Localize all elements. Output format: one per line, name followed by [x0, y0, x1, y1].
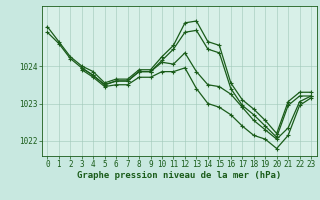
- X-axis label: Graphe pression niveau de la mer (hPa): Graphe pression niveau de la mer (hPa): [77, 171, 281, 180]
